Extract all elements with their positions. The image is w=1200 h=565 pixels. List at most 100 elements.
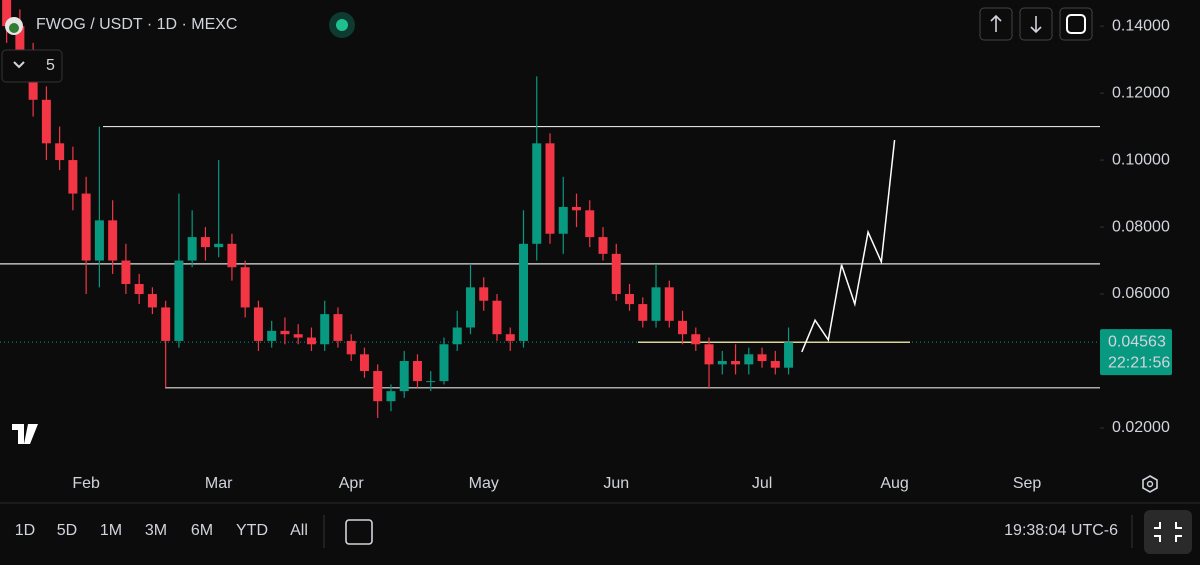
x-tick-label: Mar	[205, 475, 233, 492]
candle-body	[426, 381, 436, 383]
candle-body	[664, 287, 674, 321]
candle-body	[108, 220, 118, 261]
fullscreen-icon	[1154, 522, 1182, 542]
candle-body	[280, 330, 290, 335]
projection-line	[801, 139, 896, 353]
indicator-toggle[interactable]	[1, 49, 63, 83]
reset-icon	[1066, 14, 1086, 34]
candle-body	[704, 344, 714, 365]
candle-body	[253, 307, 263, 341]
candle-body	[572, 206, 582, 211]
range-button[interactable]: All	[290, 522, 308, 539]
x-tick-label: Jul	[752, 475, 772, 492]
y-tick-label: 0.08000	[1112, 218, 1170, 235]
candle-body	[121, 260, 131, 284]
range-button[interactable]: 5D	[57, 522, 77, 539]
reset-button[interactable]	[1059, 7, 1093, 41]
candle-body	[691, 334, 701, 345]
candle-body	[320, 314, 330, 345]
candle-body	[558, 206, 568, 234]
candle-body	[306, 337, 316, 345]
candle-body	[214, 243, 224, 248]
candle-body	[134, 283, 144, 295]
range-button[interactable]: 1M	[100, 522, 122, 539]
range-button[interactable]: YTD	[236, 522, 268, 539]
settings-button[interactable]	[1142, 475, 1158, 493]
candle-body	[492, 300, 502, 335]
candle-body	[585, 210, 595, 238]
status-dot	[336, 19, 348, 31]
candle-body	[293, 334, 303, 338]
candle-body	[15, 26, 25, 60]
candle-body	[333, 314, 343, 341]
candle-body	[161, 307, 171, 341]
scroll-up-button[interactable]	[979, 7, 1013, 41]
indicator-count: 5	[46, 57, 55, 74]
range-button[interactable]: 1D	[15, 522, 35, 539]
x-tick-label: May	[469, 475, 499, 492]
candle-body	[68, 160, 78, 194]
chart-title: FWOG / USDT · 1D · MEXC	[36, 16, 237, 33]
candle-body	[55, 143, 65, 161]
candle-body	[94, 220, 104, 261]
y-tick-label: 0.10000	[1112, 151, 1170, 168]
price-label: 0.04563	[1108, 333, 1166, 350]
y-tick-label: 0.02000	[1112, 419, 1170, 436]
clock: 19:38:04 UTC-6	[1004, 522, 1118, 539]
candle-body	[717, 361, 727, 365]
candle-body	[651, 287, 661, 321]
candle-body	[784, 342, 794, 368]
candle-body	[412, 361, 422, 382]
goto-date-button[interactable]	[345, 519, 373, 545]
range-button[interactable]: 3M	[145, 522, 167, 539]
x-tick-label: Sep	[1013, 475, 1042, 492]
arrow-up	[990, 14, 1002, 32]
candle-body	[41, 99, 51, 144]
candle-body	[505, 334, 515, 341]
candle-body	[373, 371, 383, 402]
candle-body	[452, 327, 462, 345]
candle-body	[465, 287, 475, 328]
fullscreen-button[interactable]	[1144, 510, 1192, 554]
candle-body	[744, 354, 754, 365]
y-tick-label: 0.06000	[1112, 285, 1170, 302]
x-tick-label: Aug	[880, 475, 908, 492]
candle-body	[518, 243, 528, 341]
candle-body	[532, 143, 542, 244]
candle-body	[757, 354, 767, 362]
candle-body	[479, 287, 489, 301]
y-tick-label: 0.14000	[1112, 17, 1170, 34]
x-tick-label: Jun	[603, 475, 629, 492]
candle-body	[359, 354, 369, 372]
candle-body	[611, 253, 621, 295]
candle-body	[174, 260, 184, 341]
candle-body	[227, 243, 237, 268]
logo	[12, 424, 38, 444]
candle-body	[2, 0, 12, 27]
symbol-icon-inner	[9, 23, 19, 33]
candle-body	[187, 237, 197, 261]
chevron	[13, 61, 25, 69]
candle-body	[399, 361, 409, 392]
candle-body	[147, 294, 157, 308]
candle-body	[770, 361, 780, 368]
scroll-down-button[interactable]	[1019, 7, 1053, 41]
candle-body	[598, 237, 608, 254]
candle-body	[200, 237, 210, 248]
candle-body	[625, 294, 635, 305]
countdown: 22:21:56	[1108, 354, 1170, 371]
y-tick-label: 0.12000	[1112, 84, 1170, 101]
x-tick-label: Apr	[339, 475, 365, 492]
candle-body	[81, 193, 91, 261]
candle-body	[638, 304, 648, 321]
candle-body	[386, 391, 396, 402]
candle-body	[678, 320, 688, 335]
candle-body	[240, 267, 250, 308]
x-tick-label: Feb	[72, 475, 100, 492]
settings-icon	[1146, 480, 1154, 488]
arrow-down	[1030, 16, 1042, 34]
range-button[interactable]: 6M	[191, 522, 213, 539]
price-label-box	[1100, 329, 1172, 376]
